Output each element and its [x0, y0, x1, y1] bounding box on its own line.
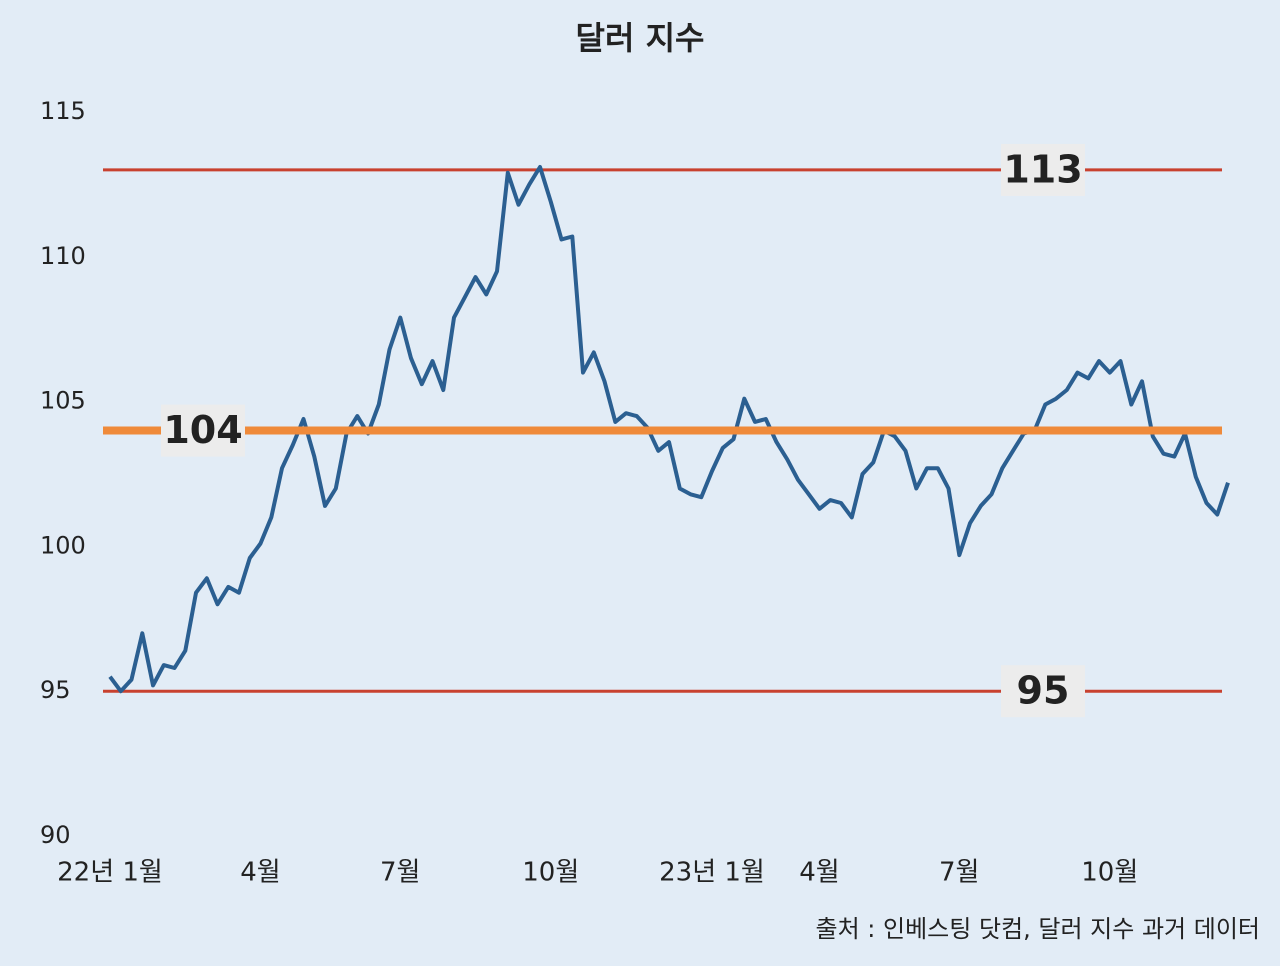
x-tick-label: 7월	[939, 858, 979, 888]
reference-label: 95	[1017, 669, 1070, 713]
reference-label-box	[161, 404, 245, 457]
x-tick-label: 4월	[799, 858, 839, 888]
x-tick-label: 4월	[240, 858, 280, 888]
x-tick-label: 23년 1월	[659, 858, 765, 888]
reference-label: 113	[1003, 147, 1082, 191]
x-tick-label: 7월	[380, 858, 420, 888]
x-tick-label: 10월	[1081, 858, 1138, 888]
y-tick-label: 105	[40, 387, 86, 415]
data-line	[108, 165, 1230, 694]
x-tick-label: 22년 1월	[57, 858, 163, 888]
reference-label-box	[1001, 143, 1085, 196]
y-tick-label: 95	[40, 676, 71, 704]
reference-label-box	[1001, 665, 1085, 718]
chart-title: 달러 지수	[576, 19, 705, 57]
reference-label: 104	[163, 408, 242, 452]
source-note: 출처 : 인베스팅 닷컴, 달러 지수 과거 데이터	[816, 915, 1260, 943]
y-tick-label: 90	[40, 821, 71, 849]
x-tick-label: 10월	[522, 858, 579, 888]
y-tick-label: 115	[40, 97, 86, 125]
y-tick-label: 110	[40, 242, 86, 270]
y-tick-label: 100	[40, 531, 86, 559]
